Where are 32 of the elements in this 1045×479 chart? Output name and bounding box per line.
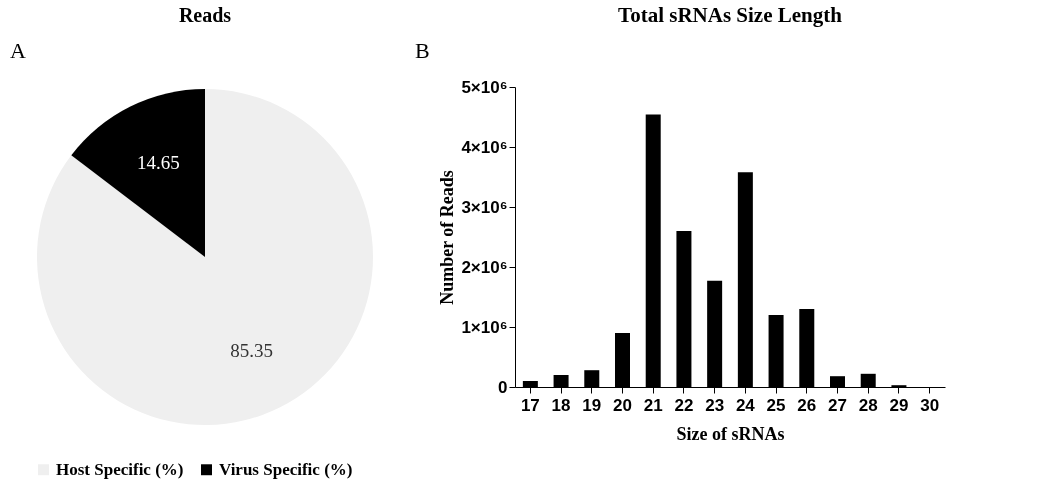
legend-label: Virus Specific (%)	[219, 459, 353, 479]
data-label: 14.65	[136, 151, 180, 173]
chart-title: Total sRNAs Size Length	[618, 3, 843, 27]
x-tick-label: 21	[643, 395, 663, 415]
pie-slice	[71, 89, 205, 257]
x-tick-label: 23	[705, 395, 725, 415]
text: A	[10, 38, 26, 63]
x-tick-label: 26	[797, 395, 817, 415]
x-tick-label: 17	[520, 395, 540, 415]
y-tick-label: 2×10⁶	[461, 257, 508, 277]
x-tick-label: 22	[674, 395, 694, 415]
y-tick-label: 0	[498, 377, 508, 397]
pie-slice	[37, 89, 373, 425]
x-tick-label: 24	[735, 395, 756, 415]
y-tick-label: 1×10⁶	[461, 317, 508, 337]
y-axis-title: Number of Reads	[437, 170, 458, 305]
x-tick-label: 27	[828, 395, 847, 415]
x-tick-label: 28	[858, 395, 878, 415]
y-tick-label: 4×10⁶	[461, 137, 508, 157]
x-axis-title: Size of sRNAs	[676, 423, 785, 444]
x-tick-label: 30	[920, 395, 940, 415]
x-tick-label: 18	[551, 395, 571, 415]
x-tick-label: 19	[582, 395, 602, 415]
data-label: 85.35	[230, 340, 274, 362]
x-tick-label: 20	[613, 395, 632, 415]
x-tick-label: 25	[766, 395, 786, 415]
chart-title: Reads	[178, 4, 232, 26]
legend-label: Host Specific (%)	[56, 459, 184, 479]
x-tick-label: 29	[889, 395, 909, 415]
y-tick-label: 3×10⁶	[461, 197, 508, 217]
text: B	[415, 38, 430, 63]
y-tick-label: 5×10⁶	[461, 77, 508, 97]
